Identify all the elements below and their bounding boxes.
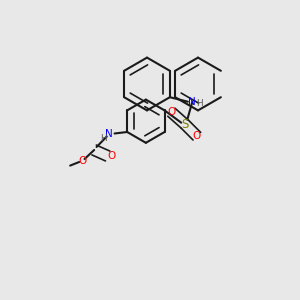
Text: S: S — [181, 118, 189, 131]
Text: O: O — [107, 151, 116, 161]
Text: O: O — [193, 131, 201, 141]
Text: H: H — [100, 134, 107, 143]
Text: N: N — [188, 97, 196, 107]
Text: N: N — [105, 128, 113, 139]
Text: O: O — [78, 155, 86, 166]
Text: O: O — [167, 107, 176, 117]
Text: H: H — [196, 99, 203, 108]
